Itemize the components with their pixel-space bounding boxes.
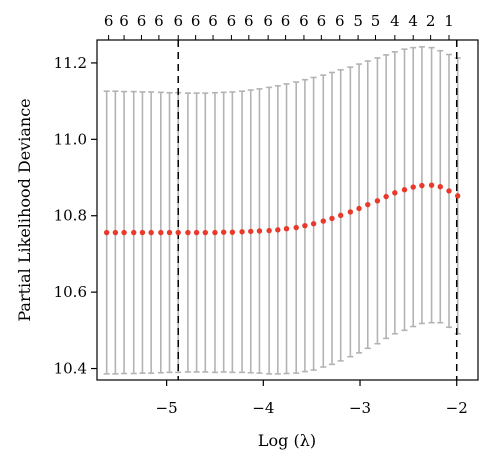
- y-tick-label: 10.8: [54, 207, 87, 225]
- top-tick-label: 6: [299, 12, 309, 30]
- deviance-point: [239, 229, 245, 235]
- deviance-point: [220, 229, 227, 235]
- deviance-point: [256, 228, 263, 234]
- deviance-point: [275, 227, 281, 233]
- deviance-point: [337, 212, 344, 219]
- x-tick-label: −3: [349, 399, 371, 417]
- top-tick-label: 6: [263, 12, 273, 30]
- deviance-point: [148, 229, 154, 236]
- deviance-point: [202, 229, 209, 236]
- y-axis-title: Partial Likelihood Deviance: [15, 98, 34, 321]
- top-tick-label: 6: [317, 12, 327, 30]
- top-tick-label: 1: [444, 12, 454, 30]
- deviance-point: [212, 229, 218, 236]
- top-tick-label: 4: [408, 12, 418, 30]
- deviance-point: [193, 229, 200, 236]
- deviance-point: [374, 198, 381, 204]
- deviance-point: [175, 229, 181, 236]
- top-tick-label: 5: [353, 12, 363, 30]
- x-tick-label: −2: [446, 399, 468, 417]
- x-tick-label: −4: [252, 399, 274, 417]
- deviance-point: [248, 228, 254, 235]
- top-tick-label: 6: [227, 12, 237, 30]
- top-tick-label: 6: [208, 12, 218, 30]
- x-tick-label: −5: [156, 399, 178, 417]
- deviance-points: [103, 182, 461, 236]
- deviance-point: [401, 187, 408, 193]
- top-tick-label: 6: [137, 12, 147, 30]
- deviance-point: [365, 201, 371, 208]
- deviance-point: [185, 229, 191, 236]
- deviance-point: [446, 188, 452, 194]
- deviance-point: [131, 229, 137, 236]
- top-tick-label: 4: [390, 12, 400, 30]
- deviance-point: [302, 222, 308, 229]
- plot-frame: [96, 39, 479, 381]
- deviance-point: [166, 229, 173, 236]
- deviance-point: [419, 182, 425, 189]
- deviance-point: [454, 193, 461, 199]
- deviance-point: [139, 229, 146, 236]
- deviance-point: [320, 218, 326, 224]
- top-tick-label: 6: [173, 12, 183, 30]
- y-tick-label: 10.6: [54, 283, 87, 301]
- top-tick-label: 6: [154, 12, 164, 30]
- top-tick-label: 6: [244, 12, 254, 30]
- deviance-point: [347, 209, 354, 215]
- y-tick-label: 10.4: [54, 360, 87, 378]
- deviance-point: [392, 190, 398, 196]
- deviance-point: [112, 229, 119, 236]
- deviance-point: [383, 193, 389, 200]
- deviance-point: [293, 224, 299, 231]
- deviance-point: [103, 229, 110, 236]
- top-tick-label: 2: [426, 12, 436, 30]
- reference-lines: [177, 40, 458, 380]
- deviance-point: [310, 221, 317, 227]
- error-bars: [103, 46, 461, 375]
- deviance-point: [266, 227, 272, 234]
- deviance-point: [229, 229, 236, 235]
- top-tick-label: 6: [191, 12, 201, 30]
- top-tick-label: 6: [335, 12, 345, 30]
- deviance-point: [356, 205, 362, 212]
- y-tick-label: 11.2: [54, 54, 87, 72]
- top-tick-label: 6: [119, 12, 129, 30]
- top-tick-label: 6: [281, 12, 291, 30]
- top-tick-label: 5: [371, 12, 381, 30]
- deviance-point: [410, 184, 416, 190]
- x-axis: −5 −4 −3 −2: [156, 380, 468, 417]
- deviance-point: [158, 229, 164, 236]
- deviance-point: [329, 215, 335, 222]
- deviance-point: [283, 226, 290, 232]
- deviance-point: [121, 229, 127, 236]
- deviance-point: [428, 182, 435, 188]
- top-tick-label: 6: [104, 12, 114, 30]
- y-axis: 10.4 10.6 10.8 11.0 11.2: [54, 54, 97, 378]
- x-axis-title: Log (λ): [258, 431, 316, 450]
- deviance-point: [437, 183, 443, 190]
- y-tick-label: 11.0: [54, 130, 87, 148]
